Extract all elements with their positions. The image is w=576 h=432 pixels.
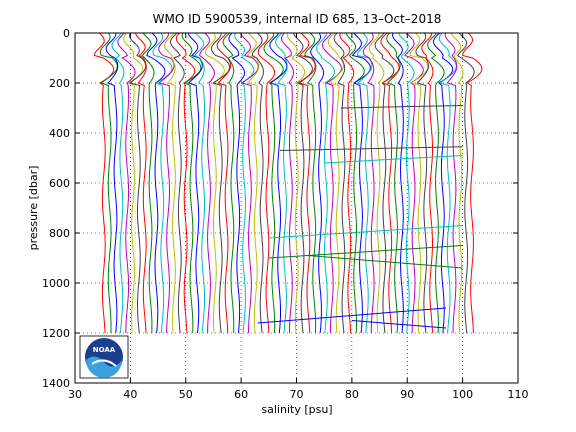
profile-line — [409, 32, 429, 334]
profile-line — [128, 32, 147, 334]
profile-line — [141, 32, 155, 334]
x-tick-label: 110 — [508, 388, 529, 401]
profile-line — [333, 32, 346, 334]
profile-line — [199, 32, 215, 333]
profile-line — [210, 32, 231, 334]
profile-line — [421, 32, 434, 334]
spike-line — [340, 105, 463, 109]
axis-ticks — [74, 32, 519, 384]
profile-line — [339, 32, 355, 334]
profile-line — [246, 32, 260, 334]
profile-line — [123, 32, 144, 334]
x-tick-label: 30 — [68, 388, 82, 401]
x-tick-label: 40 — [123, 388, 137, 401]
y-tick-label: 1400 — [42, 377, 70, 390]
profile-line — [427, 32, 445, 334]
profile-line — [187, 32, 203, 334]
profile-line — [263, 32, 284, 334]
profile-line — [111, 32, 125, 334]
spike-line — [257, 307, 447, 324]
spike-line — [324, 155, 463, 164]
profile-line — [327, 32, 345, 334]
profile-line — [432, 32, 454, 334]
profile-line — [415, 32, 430, 334]
noaa-logo: NOAA — [79, 335, 129, 379]
y-tick-label: 1000 — [42, 277, 70, 290]
profile-line — [386, 32, 401, 334]
profile-line — [134, 32, 147, 334]
profile-line — [216, 32, 232, 334]
profile-line — [356, 32, 373, 334]
profile-line — [99, 32, 118, 334]
profile-line — [240, 32, 259, 333]
y-tick-label: 800 — [49, 227, 70, 240]
profile-line — [280, 32, 295, 333]
x-tick-label: 100 — [452, 388, 473, 401]
profile-line — [269, 32, 288, 334]
profile-line — [391, 32, 404, 334]
profile-line — [310, 32, 325, 334]
x-tick-label: 90 — [400, 388, 414, 401]
profile-line — [257, 32, 276, 334]
x-axis: 30 40 50 60 70 80 90 100 110 salinity [psu] — [68, 388, 529, 416]
profile-line — [462, 32, 483, 334]
x-tick-label: 70 — [290, 388, 304, 401]
profile-line — [251, 32, 264, 334]
profile-line — [228, 32, 246, 334]
profile-line — [398, 32, 415, 334]
x-tick-labels: 30 40 50 60 70 80 90 100 110 — [68, 388, 529, 401]
y-tick-label: 400 — [49, 127, 70, 140]
spike-line — [268, 225, 463, 239]
profile-line — [169, 32, 185, 334]
x-tick-label: 60 — [234, 388, 248, 401]
profile-line — [368, 32, 385, 334]
profile-line — [380, 32, 400, 334]
plot-area — [74, 32, 519, 384]
profile-line — [194, 32, 205, 334]
spike-line — [279, 146, 463, 151]
profile-line — [181, 32, 202, 334]
spike-line — [307, 255, 463, 269]
logo-text: NOAA — [93, 346, 116, 354]
y-axis: 0 200 400 600 800 1000 1200 1400 pressure [dbar… — [27, 27, 70, 390]
profile-line — [362, 32, 375, 333]
spike-line — [268, 245, 463, 259]
profile-line — [158, 32, 175, 333]
profile-lines — [93, 32, 483, 334]
spike-lines — [257, 105, 463, 329]
profile-line — [438, 32, 457, 334]
profile-line — [286, 32, 306, 334]
profile-line — [321, 32, 343, 333]
x-tick-label: 50 — [179, 388, 193, 401]
profile-line — [292, 32, 313, 334]
spike-line — [351, 320, 447, 329]
x-tick-label: 80 — [345, 388, 359, 401]
profile-line — [304, 32, 317, 334]
profile-line — [105, 32, 119, 334]
profile-line — [93, 32, 115, 334]
profile-line — [275, 32, 288, 334]
y-tick-labels: 0 200 400 600 800 1000 1200 1400 — [42, 27, 70, 390]
profile-line — [152, 32, 173, 334]
logo-swoosh — [91, 359, 117, 367]
y-tick-label: 0 — [63, 27, 70, 40]
y-tick-label: 600 — [49, 177, 70, 190]
profile-line — [444, 32, 458, 333]
y-tick-label: 200 — [49, 77, 70, 90]
y-tick-label: 1200 — [42, 327, 70, 340]
profile-line — [117, 32, 136, 333]
chart-title: WMO ID 5900539, internal ID 685, 13–Oct–… — [153, 12, 442, 26]
profile-line — [222, 32, 235, 334]
profile-line — [351, 32, 371, 334]
profile-line — [298, 32, 316, 334]
profile-line — [450, 32, 464, 334]
x-axis-label: salinity [psu] — [261, 403, 332, 416]
y-axis-label: pressure [dbar] — [27, 166, 40, 251]
profile-line — [163, 32, 176, 334]
profile-line — [456, 32, 475, 334]
